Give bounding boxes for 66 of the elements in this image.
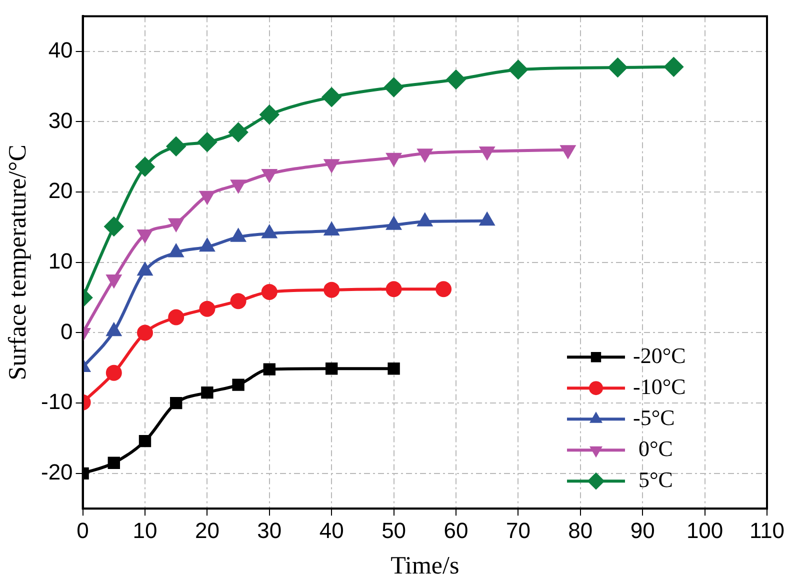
point [480, 146, 494, 160]
x-tick-label: 110 [749, 518, 785, 543]
point [322, 88, 342, 107]
point [138, 434, 152, 448]
y-tick-label: 10 [48, 248, 73, 274]
point [106, 274, 122, 288]
point [200, 190, 214, 204]
point [388, 362, 400, 375]
x-tick-label: 50 [382, 518, 406, 543]
x-tick-label: 60 [444, 518, 468, 543]
point [560, 145, 576, 158]
point [170, 396, 182, 410]
x-tick-label: 40 [319, 518, 344, 543]
point [446, 70, 466, 90]
point [231, 180, 246, 192]
x-axis-title: Time/s [390, 552, 460, 580]
x-tick-label: 20 [194, 518, 220, 543]
x-tick-label: 80 [568, 518, 593, 543]
point [384, 78, 404, 97]
point [418, 148, 432, 162]
point [386, 152, 401, 166]
point [508, 60, 528, 80]
legend-label: -5°C [633, 404, 675, 430]
point [608, 58, 628, 78]
point [324, 282, 340, 298]
point [228, 122, 248, 142]
y-tick-label: -10 [41, 389, 73, 414]
point [136, 324, 153, 341]
legend-label: -10°C [633, 374, 686, 399]
legend-label: -20°C [633, 342, 686, 368]
point [436, 281, 452, 298]
x-tick-label: 10 [132, 518, 158, 543]
point [199, 300, 216, 317]
x-tick-label: 100 [686, 518, 724, 543]
x-tick-label: 70 [506, 518, 530, 543]
y-axis-title: Surface temperature/°C [4, 144, 32, 380]
point [261, 284, 278, 300]
y-tick-label: 20 [48, 178, 73, 204]
y-tick-label: 0 [60, 318, 73, 344]
legend-label: 5°C [633, 466, 673, 492]
point [230, 293, 246, 310]
point [108, 456, 120, 469]
point [106, 364, 122, 381]
y-tick-label: 40 [48, 37, 73, 62]
point [168, 309, 184, 326]
x-tick-label: 30 [257, 518, 282, 543]
point [386, 281, 402, 298]
point [664, 57, 684, 76]
point [201, 386, 214, 399]
point [104, 217, 124, 236]
point [263, 363, 276, 376]
point [326, 362, 338, 375]
x-tick-label: 90 [630, 518, 655, 543]
point [138, 230, 152, 242]
y-tick-label: -20 [41, 459, 73, 484]
point [324, 159, 339, 172]
legend-label: 0°C [633, 436, 673, 461]
x-tick-label: 0 [76, 518, 89, 543]
point [166, 136, 186, 156]
y-tick-label: 30 [48, 108, 73, 133]
point [135, 157, 154, 176]
point [262, 169, 277, 182]
point [198, 132, 217, 152]
point [232, 378, 244, 391]
point [168, 218, 184, 232]
point [260, 105, 279, 124]
